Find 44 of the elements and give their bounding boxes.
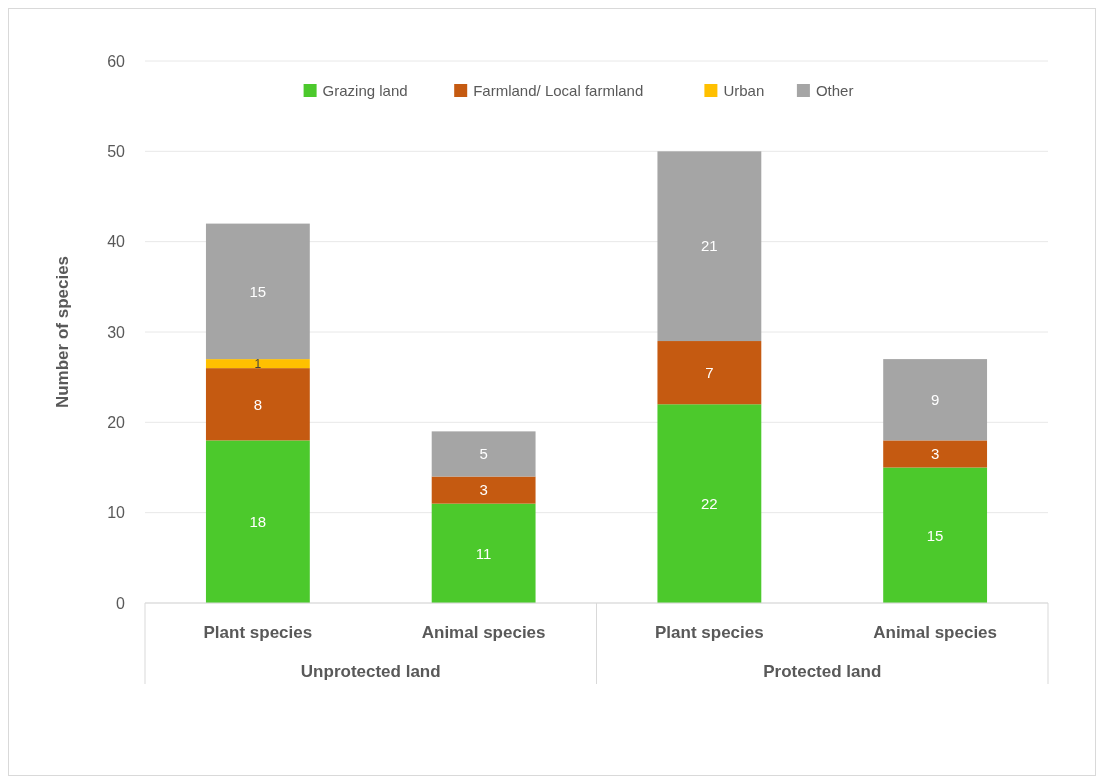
y-tick-label: 10 <box>107 504 126 522</box>
data-label: 18 <box>249 512 267 530</box>
legend-label: Grazing land <box>322 82 408 100</box>
bar <box>431 431 536 477</box>
bar <box>883 467 988 603</box>
bar <box>431 476 536 504</box>
data-label: 8 <box>253 395 263 413</box>
data-label: 22 <box>701 494 718 512</box>
data-label: 3 <box>930 445 940 463</box>
y-tick-label: 30 <box>107 323 126 341</box>
bar <box>883 359 988 441</box>
y-tick-label: 40 <box>107 233 126 251</box>
y-tick-label: 50 <box>107 142 126 160</box>
data-label: 1 <box>254 356 262 371</box>
data-label: 3 <box>479 481 488 499</box>
bar <box>205 359 310 369</box>
bar <box>657 341 762 405</box>
bar <box>431 503 536 603</box>
legend-label: Urban <box>723 82 765 100</box>
bar <box>205 223 310 360</box>
y-axis-title: Number of species <box>52 255 72 409</box>
data-label: 9 <box>930 391 940 408</box>
bar <box>205 440 310 603</box>
y-tick-label: 20 <box>107 413 126 431</box>
legend-label: Farmland/ Local farmland <box>473 82 644 100</box>
y-tick-label: 60 <box>107 52 126 70</box>
x-tick-label: Plant species <box>203 622 313 642</box>
bar <box>883 440 988 468</box>
bar <box>657 151 762 342</box>
data-label: 21 <box>701 237 718 255</box>
y-tick-label: 0 <box>116 594 126 612</box>
bar <box>657 404 762 603</box>
bar <box>205 368 310 441</box>
data-label: 15 <box>926 526 944 544</box>
x-tick-label: Animal species <box>873 622 998 642</box>
data-label: 15 <box>249 282 267 300</box>
text: Protected land <box>763 661 882 681</box>
legend-label: Other <box>815 82 854 100</box>
text: Unprotected land <box>300 661 441 681</box>
x-tick-label: Animal species <box>421 622 546 642</box>
data-label: 7 <box>705 363 714 381</box>
data-label: 11 <box>475 544 492 562</box>
data-label: 5 <box>479 445 488 463</box>
x-tick-label: Plant species <box>655 622 764 642</box>
